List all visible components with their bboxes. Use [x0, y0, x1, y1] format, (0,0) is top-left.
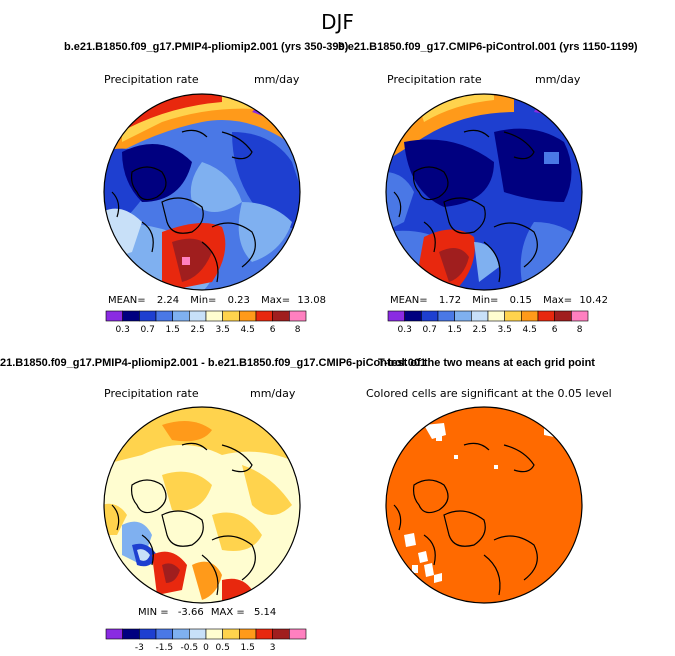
panel2-colorbar-swatch: [554, 310, 572, 322]
ttest-title: T-test of the two means at each grid poi…: [378, 357, 595, 369]
panel3-colorbar-tick-label: 3: [270, 643, 276, 653]
panel1-colorbar-swatch: [139, 310, 157, 322]
panel3-max-label: MAX =: [210, 607, 245, 618]
panel3-stats: MIN = -3.66 MAX = 5.14: [138, 607, 276, 618]
panel3-colorbar-swatch: [172, 628, 190, 640]
panel2-colorbar-swatch: [487, 310, 505, 322]
panel3-colorbar-tick-label: 0.5: [216, 643, 230, 653]
panel3-colorbar-swatch: [222, 628, 240, 640]
panel1-stats: MEAN= 2.24 Min= 0.23 Max= 13.08: [108, 295, 326, 306]
panel1-colorbar-swatch: [205, 310, 223, 322]
panel1-colorbar-tick-label: 6: [270, 325, 276, 335]
panel2-mean: 1.72: [438, 295, 462, 306]
panel1-colorbar-tick-label: 8: [295, 325, 301, 335]
panel3-colorbar-swatch: [272, 628, 290, 640]
panel1-min: 0.23: [227, 295, 250, 306]
panel2-colorbar-tick-label: 2.5: [473, 325, 487, 335]
panel2-stats: MEAN= 1.72 Min= 0.15 Max= 10.42: [390, 295, 608, 306]
panel3-colorbar-swatch: [105, 628, 123, 640]
panel2-colorbar-swatch: [437, 310, 455, 322]
panel1-units: mm/day: [254, 73, 300, 86]
panel3-map: [103, 406, 301, 604]
panel3-colorbar-swatch: [189, 628, 207, 640]
panel2-max-label: Max=: [543, 295, 573, 306]
panel2-colorbar-swatch: [387, 310, 405, 322]
case-a-title: b.e21.B1850.f09_g17.PMIP4-pliomip2.001 (…: [64, 41, 349, 53]
panel2-colorbar-tick-label: 0.7: [423, 325, 437, 335]
panel2-colorbar-swatch: [404, 310, 422, 322]
panel3-max: 5.14: [253, 607, 277, 618]
panel1-mean-label: MEAN=: [108, 295, 146, 306]
panel1-colorbar-tick-label: 2.5: [191, 325, 205, 335]
panel1-colorbar-swatch: [172, 310, 190, 322]
panel1-colorbar-swatch: [155, 310, 173, 322]
panel2-colorbar-swatch: [537, 310, 555, 322]
panel2-min: 0.15: [509, 295, 532, 306]
panel1-colorbar: 0.3 0.7 1.5 2.5 3.5 4.5 6 8: [105, 310, 307, 335]
panel1-colorbar-tick-label: 0.3: [116, 325, 130, 335]
panel1-colorbar-tick-label: 0.7: [141, 325, 155, 335]
panel3-colorbar: -3 -1.5 -0.5 0 0.5 1.5 3: [105, 628, 307, 653]
panel2-colorbar-tick-label: 4.5: [523, 325, 537, 335]
panel1-colorbar-swatch: [239, 310, 257, 322]
panel1-colorbar-swatch: [105, 310, 123, 322]
panel3-min: -3.66: [177, 607, 204, 618]
panel1-colorbar-swatch: [222, 310, 240, 322]
panel3-min-label: MIN =: [138, 607, 169, 618]
diff-title: 21.B1850.f09_g17.PMIP4-pliomip2.001 - b.…: [0, 357, 427, 369]
panel3-colorbar-tick-label: -1.5: [156, 643, 174, 653]
season-title: DJF: [321, 10, 354, 34]
panel2-max: 10.42: [579, 295, 608, 306]
panel1-mean: 2.24: [156, 295, 180, 306]
panel2-colorbar-tick-label: 3.5: [498, 325, 512, 335]
panel4-note: Colored cells are significant at the 0.0…: [366, 387, 612, 400]
panel3-colorbar-swatch: [289, 628, 307, 640]
panel3-colorbar-swatch: [239, 628, 257, 640]
panel2-colorbar-swatch: [454, 310, 472, 322]
case-b-title: b.e21.B1850.f09_g17.CMIP6-piControl.001 …: [338, 41, 638, 53]
panel4-map: [385, 406, 583, 604]
panel1-title: Precipitation rate: [104, 73, 199, 86]
panel2-colorbar-tick-label: 1.5: [448, 325, 462, 335]
panel3-colorbar-tick-label: 1.5: [241, 643, 255, 653]
panel1-colorbar-swatch: [289, 310, 307, 322]
panel2-min-label: Min=: [472, 295, 499, 306]
panel3-colorbar-swatch: [155, 628, 173, 640]
panel1-colorbar-swatch: [255, 310, 273, 322]
panel3-colorbar-swatch: [255, 628, 273, 640]
panel2-colorbar-tick-label: 8: [577, 325, 583, 335]
panel1-colorbar-tick-label: 1.5: [166, 325, 180, 335]
panel1-colorbar-swatch: [189, 310, 207, 322]
panel1-map: [103, 93, 301, 291]
panel2-colorbar-swatch: [471, 310, 489, 322]
panel2-units: mm/day: [535, 73, 581, 86]
panel1-colorbar-swatch: [122, 310, 140, 322]
panel3-colorbar-tick-label: -0.5: [181, 643, 199, 653]
panel1-min-label: Min=: [190, 295, 217, 306]
panel2-colorbar-swatch: [571, 310, 589, 322]
panel3-colorbar-tick-label: -3: [135, 643, 144, 653]
panel2-colorbar-tick-label: 0.3: [398, 325, 412, 335]
panel1-max-label: Max=: [261, 295, 291, 306]
panel2-map: [385, 93, 583, 291]
panel3-colorbar-swatch: [122, 628, 140, 640]
panel3-title: Precipitation rate: [104, 387, 199, 400]
panel2-title: Precipitation rate: [387, 73, 482, 86]
panel3-units: mm/day: [250, 387, 296, 400]
panel1-max: 13.08: [297, 295, 326, 306]
panel1-colorbar-tick-label: 4.5: [241, 325, 255, 335]
panel2-colorbar-tick-label: 6: [552, 325, 558, 335]
panel2-colorbar: 0.3 0.7 1.5 2.5 3.5 4.5 6 8: [387, 310, 589, 335]
panel1-colorbar-swatch: [272, 310, 290, 322]
panel2-colorbar-swatch: [504, 310, 522, 322]
panel2-mean-label: MEAN=: [390, 295, 428, 306]
panel3-colorbar-swatch: [205, 628, 223, 640]
panel3-colorbar-tick-label: 0: [203, 643, 209, 653]
panel2-colorbar-swatch: [521, 310, 539, 322]
panel2-colorbar-swatch: [421, 310, 439, 322]
panel3-colorbar-swatch: [139, 628, 157, 640]
panel1-colorbar-tick-label: 3.5: [216, 325, 230, 335]
